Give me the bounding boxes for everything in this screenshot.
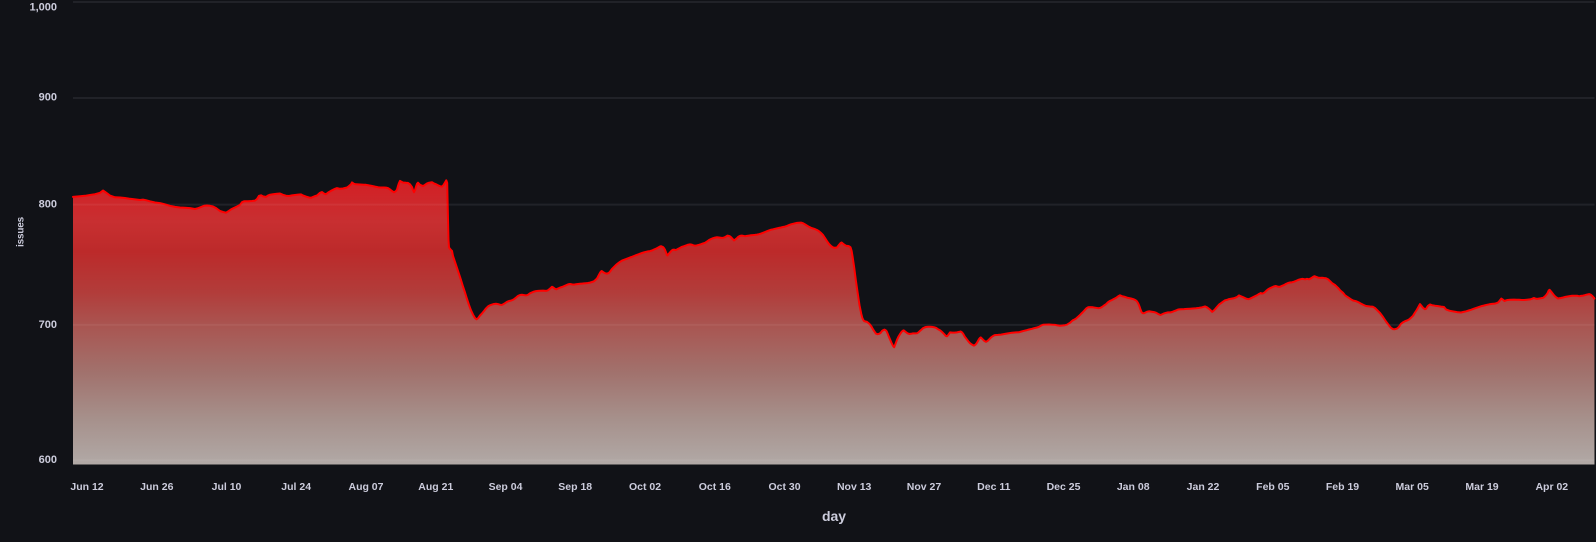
svg-text:700: 700 xyxy=(39,319,57,331)
svg-text:600: 600 xyxy=(39,454,57,466)
svg-text:issues: issues xyxy=(16,216,27,247)
svg-text:Feb 19: Feb 19 xyxy=(1326,481,1359,493)
svg-text:Oct 30: Oct 30 xyxy=(768,481,800,493)
svg-text:Jun 26: Jun 26 xyxy=(140,481,173,493)
svg-text:Sep 04: Sep 04 xyxy=(489,481,523,493)
svg-text:Jan 08: Jan 08 xyxy=(1117,481,1150,493)
svg-text:day: day xyxy=(822,508,846,524)
svg-text:Mar 19: Mar 19 xyxy=(1465,481,1498,493)
svg-text:Oct 02: Oct 02 xyxy=(629,481,661,493)
svg-text:Nov 13: Nov 13 xyxy=(837,481,872,493)
svg-text:Apr 02: Apr 02 xyxy=(1535,481,1568,493)
svg-text:Sep 18: Sep 18 xyxy=(558,481,592,493)
svg-text:Jul 10: Jul 10 xyxy=(212,481,242,493)
svg-text:Aug 21: Aug 21 xyxy=(418,481,453,493)
svg-text:900: 900 xyxy=(39,92,57,104)
svg-text:Aug 07: Aug 07 xyxy=(348,481,383,493)
svg-text:Dec 11: Dec 11 xyxy=(977,481,1010,493)
svg-text:Jan 22: Jan 22 xyxy=(1187,481,1220,493)
svg-text:Jul 24: Jul 24 xyxy=(281,481,311,493)
svg-text:800: 800 xyxy=(39,199,57,211)
svg-text:Oct 16: Oct 16 xyxy=(699,481,731,493)
svg-text:1,000: 1,000 xyxy=(29,2,57,14)
svg-text:Nov 27: Nov 27 xyxy=(907,481,942,493)
svg-text:Mar 05: Mar 05 xyxy=(1396,481,1429,493)
svg-text:Dec 25: Dec 25 xyxy=(1047,481,1081,493)
svg-text:Jun 12: Jun 12 xyxy=(70,481,103,493)
svg-text:Feb 05: Feb 05 xyxy=(1256,481,1289,493)
